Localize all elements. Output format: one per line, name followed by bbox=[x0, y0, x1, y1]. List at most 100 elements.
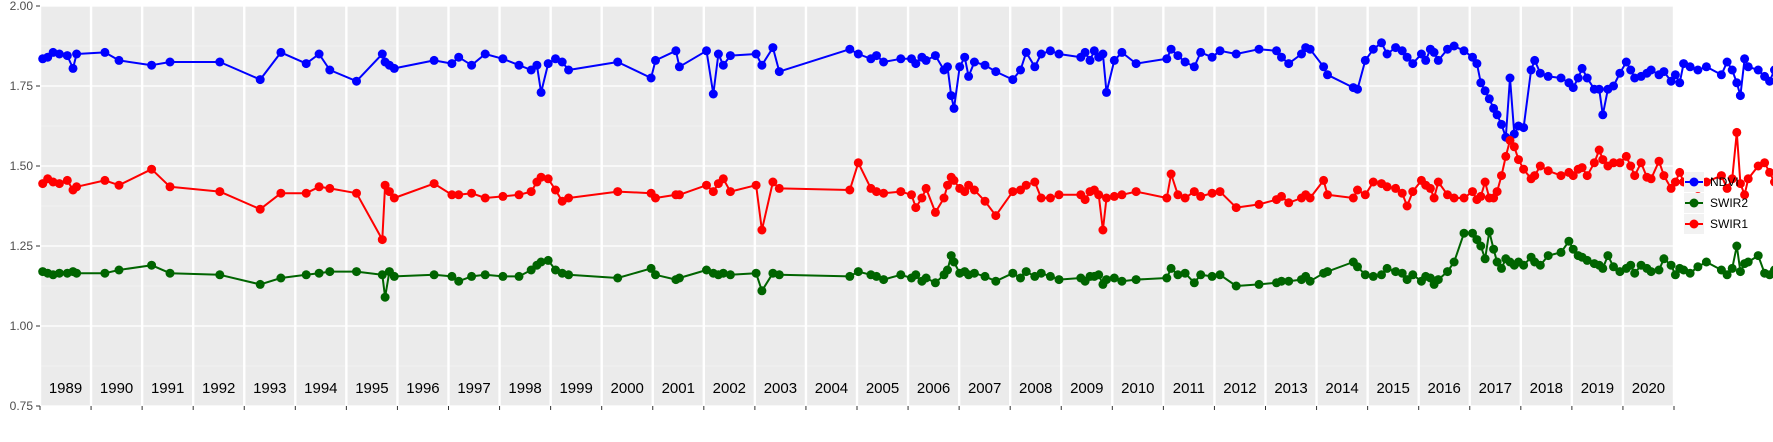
ndvi-point bbox=[1429, 47, 1439, 57]
swir1-point bbox=[1760, 158, 1770, 168]
swir1-point bbox=[1740, 190, 1750, 200]
swir2-point bbox=[1701, 257, 1711, 267]
swir2-point bbox=[1564, 236, 1574, 246]
swir1-point bbox=[1666, 183, 1676, 193]
swir1-point bbox=[1449, 193, 1459, 203]
ndvi-point bbox=[1397, 46, 1407, 56]
ndvi-point bbox=[377, 49, 387, 59]
swir2-point bbox=[325, 267, 335, 277]
ndvi-point bbox=[751, 49, 761, 59]
ndvi-point bbox=[429, 55, 439, 65]
ndvi-point bbox=[1166, 44, 1176, 54]
legend-key-point-swir2 bbox=[1689, 198, 1699, 208]
swir1-point bbox=[943, 180, 952, 190]
swir1-point bbox=[757, 225, 767, 235]
swir1-point bbox=[930, 207, 940, 217]
year-label: 2000 bbox=[611, 380, 644, 397]
swir2-point bbox=[1021, 267, 1031, 277]
swir1-point bbox=[1109, 191, 1119, 201]
ndvi-point bbox=[949, 103, 959, 113]
swir2-point bbox=[1626, 260, 1636, 270]
ndvi-point bbox=[1284, 59, 1294, 69]
year-label: 2016 bbox=[1428, 380, 1461, 397]
year-label: 2001 bbox=[662, 380, 695, 397]
swir1-point bbox=[1621, 151, 1631, 161]
swir2-point bbox=[543, 255, 553, 265]
ndvi-point bbox=[1666, 76, 1676, 86]
swir2-point bbox=[1277, 276, 1286, 286]
swir1-point bbox=[1556, 171, 1566, 181]
swir2-point bbox=[1582, 255, 1592, 265]
swir2-point bbox=[1598, 263, 1608, 273]
swir1-point bbox=[768, 177, 778, 187]
swir1-point bbox=[1765, 167, 1773, 177]
ndvi-point bbox=[1189, 62, 1199, 72]
swir2-point bbox=[911, 270, 921, 280]
swir1-point bbox=[1594, 145, 1604, 155]
swir1-point bbox=[1173, 190, 1183, 200]
swir2-point bbox=[1480, 254, 1490, 264]
ndvi-point bbox=[1526, 65, 1536, 75]
ndvi-point bbox=[702, 46, 711, 56]
y-tick-label: 2.00 bbox=[10, 0, 34, 13]
ndvi-point bbox=[1319, 62, 1329, 72]
ndvi-point bbox=[969, 57, 979, 67]
swir2-point bbox=[702, 265, 711, 275]
ndvi-point bbox=[757, 60, 767, 70]
swir2-point bbox=[100, 268, 110, 278]
swir2-point bbox=[853, 267, 863, 277]
swir2-point bbox=[1646, 267, 1656, 277]
ndvi-line bbox=[42, 41, 1773, 139]
swir2-point bbox=[536, 257, 546, 267]
swir1-point bbox=[377, 235, 387, 245]
swir1-point bbox=[1353, 185, 1362, 195]
ndvi-point bbox=[1735, 91, 1745, 101]
swir1-point bbox=[352, 188, 361, 198]
swir2-point bbox=[514, 271, 524, 281]
series-layer bbox=[38, 38, 1773, 302]
year-label: 2012 bbox=[1223, 380, 1256, 397]
ndvi-point bbox=[1215, 46, 1225, 56]
ndvi-point bbox=[454, 52, 464, 62]
swir1-point bbox=[1429, 193, 1439, 203]
swir2-point bbox=[447, 271, 457, 281]
ndvi-point bbox=[1693, 65, 1703, 75]
swir2-point bbox=[1180, 268, 1190, 278]
ndvi-point bbox=[301, 59, 311, 69]
swir2-point bbox=[1284, 276, 1294, 286]
swir1-point bbox=[551, 185, 560, 195]
swir2-point bbox=[314, 268, 324, 278]
swir1-point bbox=[1433, 177, 1443, 187]
swir1-point bbox=[54, 179, 64, 189]
ndvi-point bbox=[564, 65, 574, 75]
swir1-point bbox=[1098, 225, 1108, 235]
ndvi-point bbox=[1045, 46, 1055, 56]
swir1-point bbox=[917, 193, 927, 203]
swir1-point bbox=[1180, 193, 1190, 203]
year-label: 2006 bbox=[917, 380, 950, 397]
swir2-point bbox=[1732, 241, 1742, 251]
swir2-point bbox=[389, 271, 399, 281]
ndvi-point bbox=[921, 55, 931, 65]
swir1-point bbox=[100, 175, 110, 185]
swir2-point bbox=[646, 263, 656, 273]
swir2-point bbox=[943, 265, 952, 275]
year-label: 2008 bbox=[1019, 380, 1052, 397]
swir2-point bbox=[1433, 275, 1443, 285]
swir1-point bbox=[1727, 174, 1737, 184]
swir2-point bbox=[949, 257, 959, 267]
swir2-point bbox=[1109, 273, 1119, 283]
swir1-point bbox=[467, 188, 477, 198]
swir1-point bbox=[1476, 191, 1486, 201]
year-label: 2005 bbox=[866, 380, 899, 397]
ndvi-point bbox=[1173, 51, 1183, 61]
swir1-point bbox=[1425, 183, 1435, 193]
ndvi-point bbox=[1530, 55, 1540, 65]
ndvi-point bbox=[708, 89, 718, 99]
ndvi-point bbox=[1021, 47, 1031, 57]
swir2-point bbox=[1484, 227, 1494, 237]
swir2-point bbox=[1196, 270, 1206, 280]
swir1-point bbox=[301, 188, 311, 198]
swir2-point bbox=[921, 273, 931, 283]
swir1-point bbox=[907, 190, 916, 200]
